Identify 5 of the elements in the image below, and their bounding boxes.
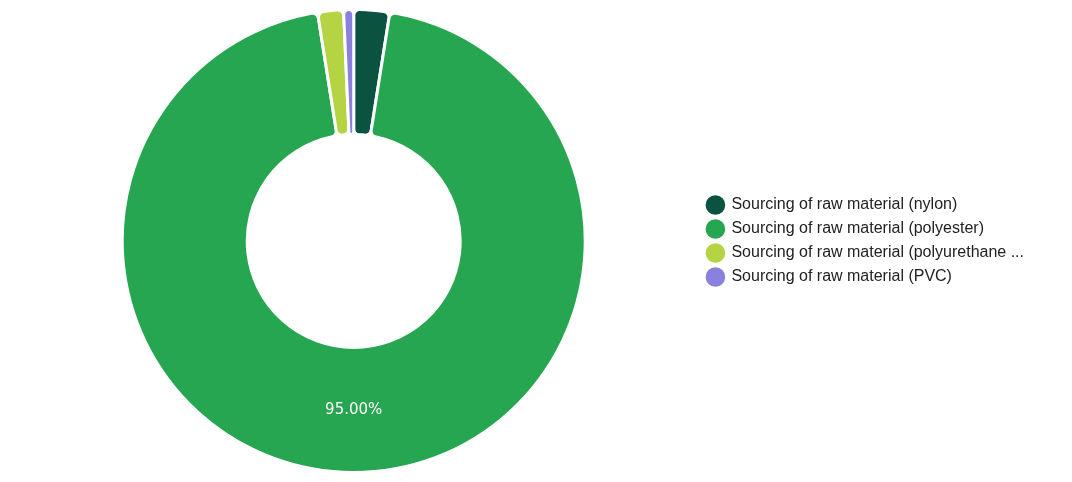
legend-label: Sourcing of raw material (polyester) [731,219,984,237]
legend-label: Sourcing of raw material (polyurethane ... [731,243,1025,261]
legend-label: Sourcing of raw material (PVC) [731,267,952,285]
legend-label: Sourcing of raw material (nylon) [731,195,958,213]
data-label: 95.00% [325,399,383,418]
